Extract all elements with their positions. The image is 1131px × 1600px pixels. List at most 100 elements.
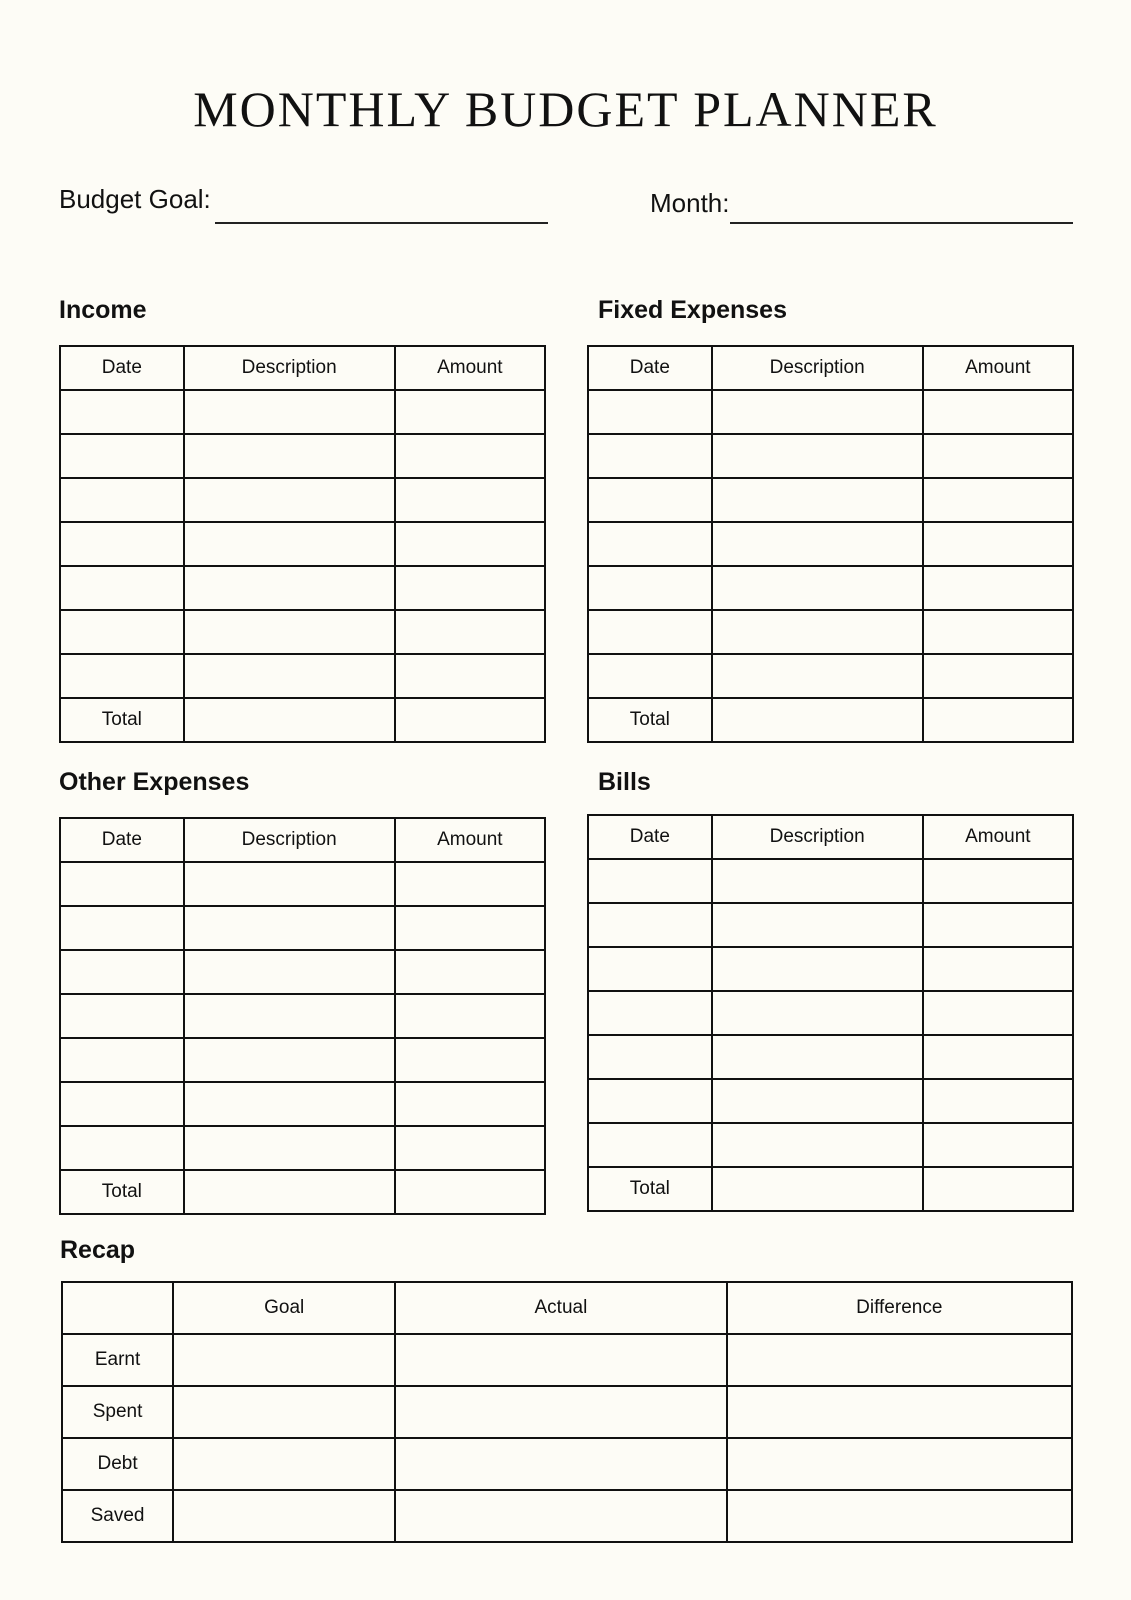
entry-cell[interactable] xyxy=(59,993,185,1039)
total-description-cell[interactable] xyxy=(710,1166,924,1212)
entry-cell[interactable] xyxy=(587,1034,713,1080)
entry-cell[interactable] xyxy=(393,521,547,567)
recap-cell[interactable] xyxy=(172,1385,397,1439)
entry-cell[interactable] xyxy=(393,653,547,699)
entry-cell[interactable] xyxy=(921,653,1075,699)
total-description-cell[interactable] xyxy=(182,1169,396,1215)
entry-cell[interactable] xyxy=(710,565,924,611)
entry-cell[interactable] xyxy=(59,1081,185,1127)
entry-cell[interactable] xyxy=(182,905,396,951)
entry-cell[interactable] xyxy=(59,1037,185,1083)
entry-cell[interactable] xyxy=(393,1125,547,1171)
entry-cell[interactable] xyxy=(921,990,1075,1036)
entry-cell[interactable] xyxy=(393,905,547,951)
entry-cell[interactable] xyxy=(59,653,185,699)
entry-cell[interactable] xyxy=(393,861,547,907)
recap-cell[interactable] xyxy=(394,1489,728,1543)
entry-cell[interactable] xyxy=(182,993,396,1039)
entry-cell[interactable] xyxy=(710,1078,924,1124)
recap-cell[interactable] xyxy=(172,1489,397,1543)
entry-cell[interactable] xyxy=(182,1081,396,1127)
entry-cell[interactable] xyxy=(710,990,924,1036)
entry-cell[interactable] xyxy=(921,858,1075,904)
entry-cell[interactable] xyxy=(921,1122,1075,1168)
entry-cell[interactable] xyxy=(393,477,547,523)
recap-cell[interactable] xyxy=(172,1333,397,1387)
entry-cell[interactable] xyxy=(587,858,713,904)
entry-cell[interactable] xyxy=(710,521,924,567)
recap-cell[interactable] xyxy=(725,1437,1074,1491)
entry-cell[interactable] xyxy=(182,861,396,907)
entry-cell[interactable] xyxy=(710,946,924,992)
total-amount-cell[interactable] xyxy=(921,697,1075,743)
entry-cell[interactable] xyxy=(59,905,185,951)
total-amount-cell[interactable] xyxy=(393,1169,547,1215)
entry-cell[interactable] xyxy=(59,433,185,479)
entry-cell[interactable] xyxy=(59,521,185,567)
entry-cell[interactable] xyxy=(921,1034,1075,1080)
entry-cell[interactable] xyxy=(921,521,1075,567)
entry-cell[interactable] xyxy=(393,949,547,995)
total-amount-cell[interactable] xyxy=(393,697,547,743)
entry-cell[interactable] xyxy=(393,565,547,611)
entry-cell[interactable] xyxy=(921,1078,1075,1124)
budget-goal-field[interactable] xyxy=(215,222,548,224)
entry-cell[interactable] xyxy=(710,1034,924,1080)
recap-cell[interactable] xyxy=(725,1333,1074,1387)
total-amount-cell[interactable] xyxy=(921,1166,1075,1212)
entry-cell[interactable] xyxy=(587,477,713,523)
entry-cell[interactable] xyxy=(921,389,1075,435)
entry-cell[interactable] xyxy=(59,949,185,995)
entry-cell[interactable] xyxy=(921,902,1075,948)
entry-cell[interactable] xyxy=(182,389,396,435)
entry-cell[interactable] xyxy=(710,1122,924,1168)
entry-cell[interactable] xyxy=(587,946,713,992)
entry-cell[interactable] xyxy=(921,609,1075,655)
month-field[interactable] xyxy=(730,222,1073,224)
entry-cell[interactable] xyxy=(59,477,185,523)
entry-cell[interactable] xyxy=(182,477,396,523)
entry-cell[interactable] xyxy=(710,477,924,523)
entry-cell[interactable] xyxy=(921,477,1075,523)
entry-cell[interactable] xyxy=(587,1078,713,1124)
entry-cell[interactable] xyxy=(182,653,396,699)
entry-cell[interactable] xyxy=(710,433,924,479)
entry-cell[interactable] xyxy=(393,1037,547,1083)
entry-cell[interactable] xyxy=(59,609,185,655)
entry-cell[interactable] xyxy=(587,565,713,611)
entry-cell[interactable] xyxy=(393,433,547,479)
recap-cell[interactable] xyxy=(394,1333,728,1387)
entry-cell[interactable] xyxy=(182,433,396,479)
entry-cell[interactable] xyxy=(710,389,924,435)
recap-cell[interactable] xyxy=(725,1385,1074,1439)
entry-cell[interactable] xyxy=(921,433,1075,479)
entry-cell[interactable] xyxy=(710,653,924,699)
recap-cell[interactable] xyxy=(394,1437,728,1491)
entry-cell[interactable] xyxy=(182,609,396,655)
entry-cell[interactable] xyxy=(182,949,396,995)
entry-cell[interactable] xyxy=(59,565,185,611)
entry-cell[interactable] xyxy=(59,861,185,907)
entry-cell[interactable] xyxy=(587,990,713,1036)
entry-cell[interactable] xyxy=(921,565,1075,611)
entry-cell[interactable] xyxy=(710,902,924,948)
entry-cell[interactable] xyxy=(710,858,924,904)
total-description-cell[interactable] xyxy=(182,697,396,743)
entry-cell[interactable] xyxy=(182,1037,396,1083)
entry-cell[interactable] xyxy=(393,389,547,435)
entry-cell[interactable] xyxy=(587,1122,713,1168)
entry-cell[interactable] xyxy=(182,565,396,611)
recap-cell[interactable] xyxy=(725,1489,1074,1543)
entry-cell[interactable] xyxy=(587,902,713,948)
recap-cell[interactable] xyxy=(394,1385,728,1439)
entry-cell[interactable] xyxy=(59,1125,185,1171)
entry-cell[interactable] xyxy=(393,993,547,1039)
entry-cell[interactable] xyxy=(587,609,713,655)
entry-cell[interactable] xyxy=(393,609,547,655)
entry-cell[interactable] xyxy=(182,1125,396,1171)
entry-cell[interactable] xyxy=(587,521,713,567)
total-description-cell[interactable] xyxy=(710,697,924,743)
entry-cell[interactable] xyxy=(710,609,924,655)
entry-cell[interactable] xyxy=(587,653,713,699)
entry-cell[interactable] xyxy=(182,521,396,567)
